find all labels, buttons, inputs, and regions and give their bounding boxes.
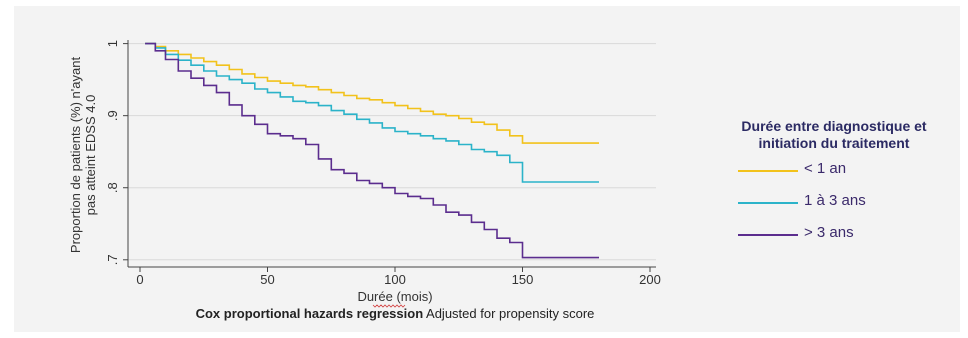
caption-bold: Cox proportional hazards regression [195,306,424,321]
y-tick-label: 1 [105,40,120,47]
tick-labels: .7 .8 .9 1 0 50 100 150 200 [105,40,661,287]
legend-swatch-1to3 [738,202,798,204]
y-tick-label: .7 [105,254,120,265]
legend-title: Durée entre diagnostique et initiation d… [716,118,952,152]
chart-panel [14,6,960,332]
caption-normal: Adjusted for propensity score [423,306,595,321]
legend: Durée entre diagnostique et initiation d… [716,118,962,241]
grid-lines [128,43,656,261]
spellcheck-squiggle [372,304,406,308]
y-axis-label-line2: pas atteint EDSS 4.0 [83,95,98,216]
x-tick-label: 150 [512,272,534,287]
series-line-1 [145,42,599,183]
series-lines [145,42,599,259]
x-tick-label: 0 [136,272,143,287]
x-axis-label: Durée (mois) [357,289,432,304]
y-tick-label: .8 [105,182,120,193]
y-axis-label-line1: Proportion de patients (%) n'ayant [68,57,83,254]
x-tick-label: 50 [260,272,274,287]
legend-label-lt1: < 1 an [804,160,847,177]
series-line-2 [145,42,599,259]
legend-swatch-gt3 [738,234,798,236]
x-tick-label: 100 [384,272,406,287]
axes [127,40,656,268]
legend-label-1to3: 1 à 3 ans [804,192,866,209]
x-tick-label: 200 [639,272,661,287]
chart-caption: Cox proportional hazards regression Adju… [0,306,790,321]
series-line-0 [145,42,599,144]
legend-title-line2: initiation du traitement [758,135,910,151]
legend-label-gt3: > 3 ans [804,224,854,241]
legend-swatch-lt1 [738,170,798,172]
y-tick-label: .9 [105,110,120,121]
legend-title-line1: Durée entre diagnostique et [741,118,927,134]
